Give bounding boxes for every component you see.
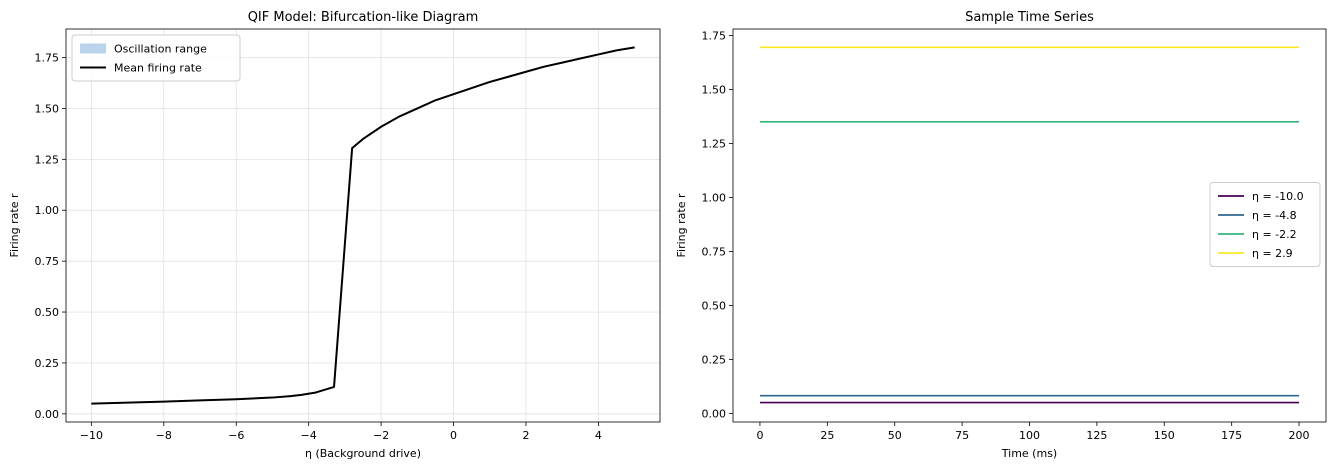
bifurcation-y-tick-label-1: 0.25 <box>35 357 60 370</box>
bifurcation-y-tick-label-0: 0.00 <box>35 408 60 421</box>
timeseries-y-tick-label-1: 0.25 <box>702 353 727 366</box>
timeseries-legend: η = -10.0 η = -4.8 η = -2.2 η = 2.9 <box>1209 182 1321 267</box>
timeseries-x-tick-label-6: 150 <box>1154 429 1175 442</box>
timeseries-y-tick-label-3: 0.75 <box>702 245 727 258</box>
bifurcation-y-tick-label-5: 1.25 <box>35 153 60 166</box>
bifurcation-x-tick-label-3: −4 <box>301 429 317 442</box>
bifurcation-x-tick-label-0: −10 <box>80 429 103 442</box>
timeseries-x-tick-label-7: 175 <box>1221 429 1242 442</box>
bifurcation-x-tick-label-1: −8 <box>156 429 172 442</box>
bifurcation-series-0 <box>91 46 635 405</box>
timeseries-x-tick-label-3: 75 <box>955 429 969 442</box>
bifurcation-chart: −10 −8 −6 −4 −2 0 2 4 0.00 0.25 0.50 0.75 1.00 1.25 1.… <box>8 10 661 460</box>
bifurcation-x-tick-label-4: −2 <box>373 429 389 442</box>
bifurcation-y-tick-label-2: 0.50 <box>35 306 60 319</box>
timeseries-title: Sample Time Series <box>965 10 1094 25</box>
bifurcation-x-tick-label-6: 2 <box>522 429 529 442</box>
bifurcation-axes-frame <box>65 28 661 423</box>
timeseries-y-tick-label-4: 1.00 <box>702 191 727 204</box>
timeseries-y-tick-label-2: 0.50 <box>702 299 727 312</box>
bifurcation-y-tick-label-3: 0.75 <box>35 255 60 268</box>
timeseries-x-tick-label-4: 100 <box>1019 429 1040 442</box>
bifurcation-legend-box <box>71 34 241 82</box>
timeseries-x-axis-label: Time (ms) <box>1001 447 1057 460</box>
bifurcation-legend-label-1: Mean firing rate <box>114 62 202 75</box>
timeseries-x-tick-label-0: 0 <box>756 429 763 442</box>
bifurcation-y-tick-label-6: 1.50 <box>35 102 60 115</box>
timeseries-legend-box <box>1209 182 1321 267</box>
timeseries-x-tick-label-2: 50 <box>888 429 902 442</box>
bifurcation-legend-label-0: Oscillation range <box>114 43 207 56</box>
timeseries-y-tick-label-6: 1.50 <box>702 83 727 96</box>
timeseries-legend-label-1: η = -4.8 <box>1252 209 1297 222</box>
bifurcation-legend: Oscillation range Mean firing rate <box>71 34 241 82</box>
timeseries-y-tick-label-0: 0.00 <box>702 407 727 420</box>
timeseries-legend-label-0: η = -10.0 <box>1252 190 1304 203</box>
bifurcation-y-axis-label: Firing rate r <box>8 193 21 257</box>
bifurcation-x-tick-label-2: −6 <box>228 429 244 442</box>
bifurcation-y-tick-label-4: 1.00 <box>35 204 60 217</box>
timeseries-x-tick-label-1: 25 <box>820 429 834 442</box>
timeseries-legend-label-3: η = 2.9 <box>1252 247 1293 260</box>
timeseries-x-tick-label-5: 125 <box>1086 429 1107 442</box>
timeseries-y-tick-label-5: 1.25 <box>702 137 727 150</box>
time-series-chart: 0 25 50 75 100 125 150 175 200 0.00 0.25 0.50 0.75 1.… <box>675 10 1327 460</box>
bifurcation-legend-swatch-0 <box>80 43 106 54</box>
bifurcation-x-tick-label-5: 0 <box>450 429 457 442</box>
bifurcation-y-tick-label-7: 1.75 <box>35 52 60 65</box>
timeseries-x-tick-label-8: 200 <box>1289 429 1310 442</box>
bifurcation-x-tick-label-7: 4 <box>595 429 602 442</box>
bifurcation-title: QIF Model: Bifurcation-like Diagram <box>248 10 479 25</box>
timeseries-y-tick-label-7: 1.75 <box>702 29 727 42</box>
timeseries-legend-label-2: η = -2.2 <box>1252 228 1297 241</box>
bifurcation-x-axis-label: η (Background drive) <box>305 447 421 460</box>
timeseries-y-axis-label: Firing rate r <box>675 193 688 257</box>
